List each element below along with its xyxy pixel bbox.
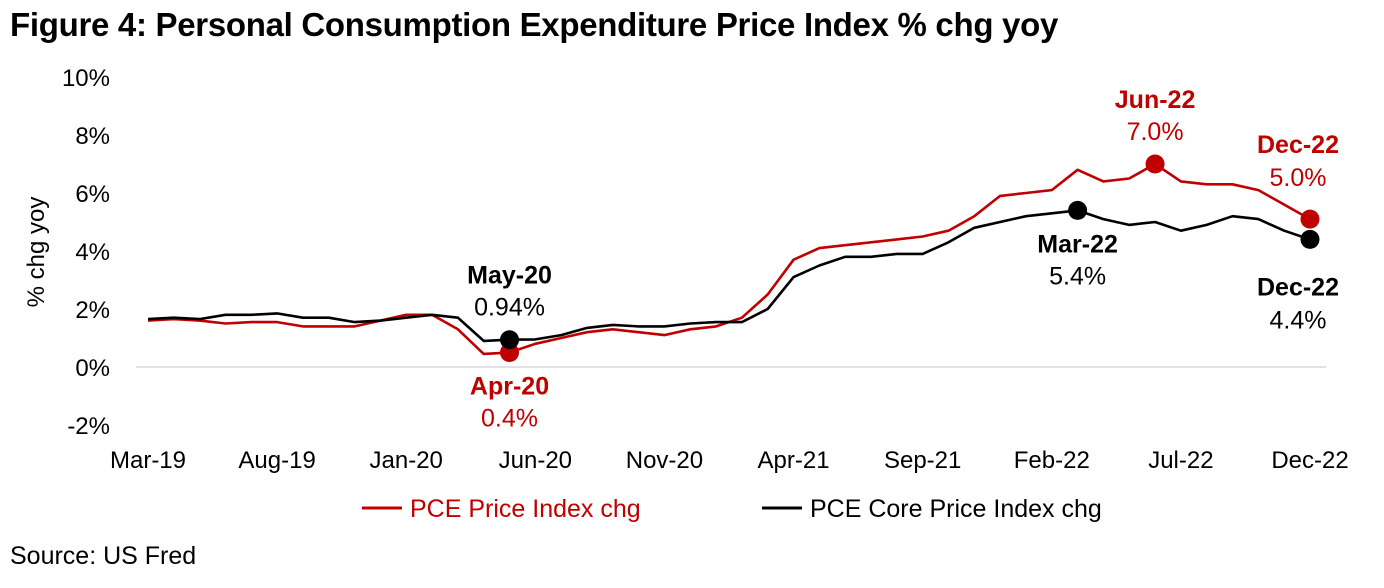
y-tick-label: 8% <box>75 123 110 150</box>
annotation-marker <box>1300 209 1320 229</box>
y-tick-label: 4% <box>75 239 110 266</box>
annotation-marker <box>1300 229 1320 249</box>
x-tick-label: Dec-22 <box>1271 447 1348 474</box>
core-line <box>147 209 1311 343</box>
y-tick-label: 6% <box>75 181 110 208</box>
legend-label: PCE Core Price Index chg <box>810 495 1102 523</box>
x-tick-label: Apr-21 <box>758 447 830 474</box>
y-tick-label: 10% <box>62 65 110 92</box>
x-tick-label: Mar-19 <box>110 447 186 474</box>
annotation-value: 4.4% <box>1270 306 1327 334</box>
annotation-label: Mar-22 <box>1037 230 1118 258</box>
x-tick-label: Jun-20 <box>499 447 572 474</box>
chart-title: Figure 4: Personal Consumption Expenditu… <box>10 6 1059 43</box>
x-tick-label: Nov-20 <box>626 447 703 474</box>
x-tick-label: Feb-22 <box>1014 447 1090 474</box>
annotation-label: Jun-22 <box>1115 86 1196 114</box>
pce-line <box>147 162 1311 356</box>
legend-label: PCE Price Index chg <box>410 495 641 523</box>
y-axis: -2% 0% 2% 4% 6% 8% 10% <box>62 65 110 440</box>
annotation-label: Apr-20 <box>470 373 549 401</box>
y-tick-label: 2% <box>75 297 110 324</box>
annotation-label: Dec-22 <box>1257 131 1339 159</box>
annotation-marker <box>1145 154 1165 174</box>
legend: PCE Price Index chg PCE Core Price Index … <box>362 495 1102 523</box>
y-axis-label: % chg yoy <box>23 197 50 308</box>
annotation-value: 5.4% <box>1049 262 1106 290</box>
annotation-marker <box>1068 200 1088 220</box>
series-lines <box>147 162 1311 356</box>
annotation-value: 0.94% <box>474 294 545 322</box>
annotation-marker <box>500 330 520 350</box>
annotation-label: Dec-22 <box>1257 273 1339 301</box>
annotation-value: 0.4% <box>481 405 538 433</box>
y-tick-label: 0% <box>75 355 110 382</box>
x-axis: Mar-19 Aug-19 Jan-20 Jun-20 Nov-20 Apr-21 Sep-… <box>110 447 1349 474</box>
annotation-value: 7.0% <box>1127 118 1184 146</box>
x-tick-label: Jan-20 <box>370 447 443 474</box>
source-note: Source: US Fred <box>10 542 197 570</box>
x-tick-label: Aug-19 <box>238 447 315 474</box>
annotations: Apr-20 0.4% May-20 0.94% Mar-22 5.4% Jun-22 7.0… <box>467 86 1339 433</box>
x-tick-label: Sep-21 <box>884 447 961 474</box>
x-tick-label: Jul-22 <box>1148 447 1213 474</box>
annotation-label: May-20 <box>467 262 552 290</box>
y-tick-label: -2% <box>67 413 110 440</box>
annotation-value: 5.0% <box>1270 164 1327 192</box>
